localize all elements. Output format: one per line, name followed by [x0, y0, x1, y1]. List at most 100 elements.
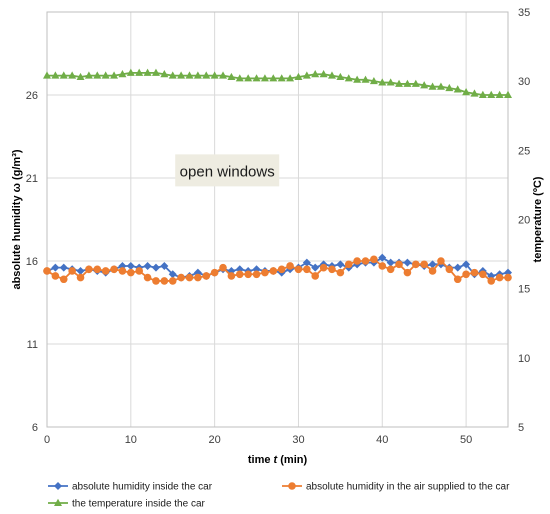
data-point-circle — [202, 272, 211, 280]
data-point-circle — [453, 275, 462, 284]
data-point-triangle — [495, 90, 504, 98]
data-point-triangle — [93, 71, 102, 79]
data-point-circle — [143, 273, 152, 282]
data-point-triangle — [378, 78, 387, 86]
data-point-triangle — [504, 90, 512, 98]
data-point-circle — [353, 257, 361, 265]
data-point-triangle — [453, 85, 462, 93]
data-point-circle — [68, 267, 76, 275]
data-point-circle — [252, 270, 261, 279]
data-point-circle — [93, 265, 102, 274]
legend-label: absolute humidity in the air supplied to… — [306, 482, 510, 493]
data-point-circle — [370, 255, 378, 264]
data-point-triangle — [428, 82, 437, 90]
data-point-triangle — [436, 82, 445, 90]
data-point-triangle — [353, 75, 362, 83]
data-point-circle — [495, 273, 504, 282]
data-point-circle — [303, 265, 311, 274]
data-point-triangle — [294, 72, 303, 81]
data-point-circle — [210, 268, 219, 277]
data-point-circle — [445, 265, 454, 274]
data-point-triangle — [487, 90, 496, 98]
series-2 — [43, 255, 512, 285]
data-point-circle — [110, 265, 118, 274]
left-y-tick-label: 16 — [26, 256, 38, 268]
data-point-circle — [420, 260, 428, 269]
data-point-triangle — [101, 71, 110, 79]
legend-label: the temperature inside the car — [72, 499, 206, 510]
data-point-triangle — [110, 71, 119, 79]
data-point-circle — [269, 267, 278, 275]
right-y-axis-title: temperature (ºC) — [532, 176, 544, 262]
data-point-triangle — [168, 71, 177, 79]
data-point-triangle — [177, 71, 186, 79]
data-point-diamond — [151, 263, 160, 272]
open-windows-annotation: open windows — [175, 154, 280, 187]
right-y-tick-label: 5 — [518, 422, 524, 434]
data-point-diamond — [386, 258, 395, 267]
data-point-triangle — [395, 79, 404, 87]
right-y-tick-label: 25 — [518, 145, 530, 157]
data-point-triangle — [143, 68, 152, 76]
data-point-triangle — [269, 74, 278, 82]
x-axis-title-prefix: time — [248, 454, 274, 466]
data-point-circle — [428, 267, 437, 275]
data-point-circle — [277, 265, 286, 274]
data-point-triangle — [344, 74, 353, 82]
data-point-circle — [386, 265, 395, 274]
data-point-diamond — [143, 261, 152, 270]
data-point-circle — [504, 273, 512, 282]
right-y-axis-tick-labels: 5 10 15 20 25 30 35 — [518, 7, 530, 434]
data-point-circle — [328, 265, 336, 274]
data-point-triangle — [277, 74, 286, 82]
data-point-circle — [378, 262, 387, 270]
data-point-circle — [361, 257, 370, 265]
data-point-diamond — [336, 260, 345, 269]
data-point-circle — [288, 482, 296, 490]
data-point-diamond — [462, 260, 471, 269]
left-y-axis-tick-labels: 6 11 16 21 26 — [26, 90, 38, 434]
right-y-tick-label: 30 — [518, 76, 530, 88]
data-point-diamond — [428, 260, 437, 269]
data-point-circle — [437, 257, 445, 265]
data-point-diamond — [160, 261, 169, 270]
data-point-circle — [185, 273, 194, 282]
data-point-diamond — [76, 266, 85, 275]
x-tick-label: 40 — [376, 434, 388, 446]
data-point-circle — [403, 268, 412, 277]
left-y-axis-title: absolute humidity ω (g/m³) — [11, 149, 23, 289]
data-point-circle — [101, 267, 110, 275]
x-tick-label: 10 — [125, 434, 137, 446]
data-point-circle — [135, 267, 143, 275]
right-y-tick-label: 35 — [518, 7, 530, 19]
data-point-triangle — [311, 70, 320, 78]
data-point-triangle — [51, 71, 60, 79]
legend: absolute humidity inside the car absolute… — [48, 482, 510, 510]
data-point-diamond — [302, 258, 311, 267]
data-point-triangle — [227, 72, 236, 81]
data-point-triangle — [202, 71, 211, 79]
data-point-circle — [462, 270, 470, 279]
left-y-tick-label: 26 — [26, 90, 38, 102]
data-point-triangle — [160, 70, 169, 78]
data-point-triangle — [411, 79, 420, 87]
data-point-circle — [43, 267, 51, 275]
data-point-circle — [59, 275, 68, 284]
data-point-triangle — [302, 71, 311, 79]
data-point-triangle — [260, 74, 269, 82]
data-point-circle — [127, 268, 135, 277]
data-point-diamond — [168, 270, 177, 279]
data-point-circle — [286, 262, 294, 270]
data-point-circle — [395, 260, 403, 269]
data-point-triangle — [386, 78, 395, 86]
data-point-circle — [177, 273, 185, 282]
data-point-triangle — [252, 74, 261, 82]
gridlines — [46, 12, 508, 428]
data-point-diamond — [54, 482, 62, 490]
right-y-tick-label: 10 — [518, 353, 530, 365]
data-point-circle — [160, 277, 169, 285]
data-point-circle — [470, 268, 479, 277]
data-point-triangle — [126, 68, 135, 76]
x-tick-label: 30 — [292, 434, 304, 446]
data-point-circle — [118, 267, 127, 275]
